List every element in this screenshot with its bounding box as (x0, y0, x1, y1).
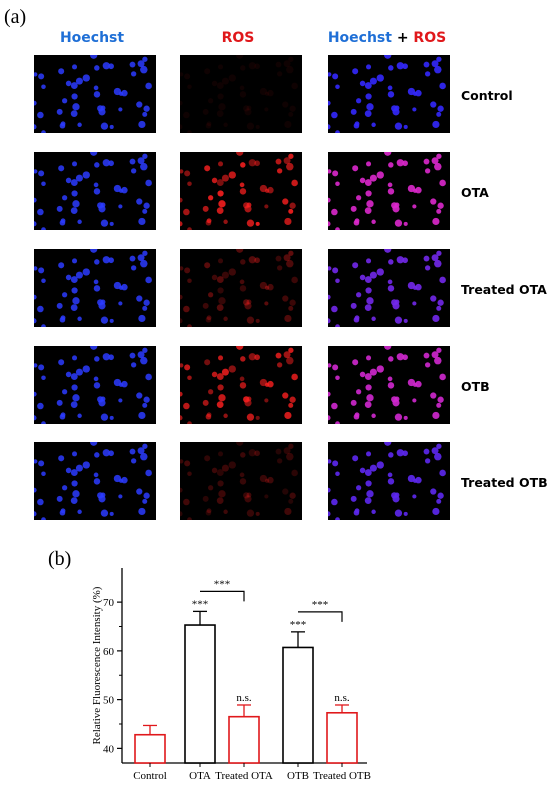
micrograph-merge-3 (328, 249, 450, 327)
row-label-1: Control (461, 88, 513, 103)
y-tick-label-50: 50 (103, 695, 115, 707)
y-tick-label-60: 60 (103, 646, 115, 658)
x-tick-label-5: Treated OTB (313, 770, 371, 782)
y-tick-label-40: 40 (103, 743, 115, 755)
significance-bracket-2 (298, 611, 343, 622)
x-tick-label-3: Treated OTA (215, 770, 273, 782)
significance-bracket-1 (200, 590, 245, 602)
row-label-4: OTB (461, 379, 490, 394)
column-header-merge: Hoechst + ROS (322, 30, 452, 46)
micrograph-ros-1 (180, 55, 302, 133)
micrograph-ros-2 (180, 152, 302, 230)
panel-label-a: (a) (4, 6, 27, 28)
x-tick-label-2: OTA (189, 770, 211, 782)
micrograph-ros-3 (180, 249, 302, 327)
micrograph-merge-1 (328, 55, 450, 133)
bar-5 (326, 711, 358, 764)
x-tick-label-1: Control (133, 770, 167, 782)
significance-label-1: *** (214, 578, 231, 590)
micrograph-hoechst-1 (34, 55, 156, 133)
micrograph-merge-5 (328, 442, 450, 520)
panel-label-b: (b) (48, 548, 72, 570)
micrograph-hoechst-2 (34, 152, 156, 230)
row-label-3: Treated OTA (461, 282, 547, 297)
merge-header-ros: ROS (413, 30, 447, 46)
micrograph-merge-4 (328, 346, 450, 424)
column-header-ros: ROS (221, 30, 255, 46)
micrograph-hoechst-3 (34, 249, 156, 327)
y-tick-label-70: 70 (103, 597, 115, 609)
micrograph-hoechst-5 (34, 442, 156, 520)
bar-3 (228, 715, 260, 764)
bar-1 (134, 733, 166, 764)
micrograph-hoechst-4 (34, 346, 156, 424)
y-axis-label: Relative Fluorescence Intensity (%) (91, 586, 103, 744)
bar-annotation-2: *** (192, 598, 209, 610)
micrograph-ros-5 (180, 442, 302, 520)
merge-header-hoechst: Hoechst (327, 30, 392, 46)
micrograph-merge-2 (328, 152, 450, 230)
row-label-2: OTA (461, 185, 489, 200)
merge-header-plus: + (396, 30, 409, 46)
significance-label-2: *** (312, 599, 329, 611)
bar-annotation-3: n.s. (236, 692, 252, 704)
bar-4 (282, 646, 314, 764)
column-header-hoechst: Hoechst (59, 30, 125, 46)
bar-2 (184, 624, 216, 764)
x-tick-label-4: OTB (287, 770, 309, 782)
micrograph-ros-4 (180, 346, 302, 424)
row-label-5: Treated OTB (461, 475, 548, 490)
bar-annotation-4: *** (290, 619, 307, 631)
bar-annotation-5: n.s. (334, 692, 350, 704)
